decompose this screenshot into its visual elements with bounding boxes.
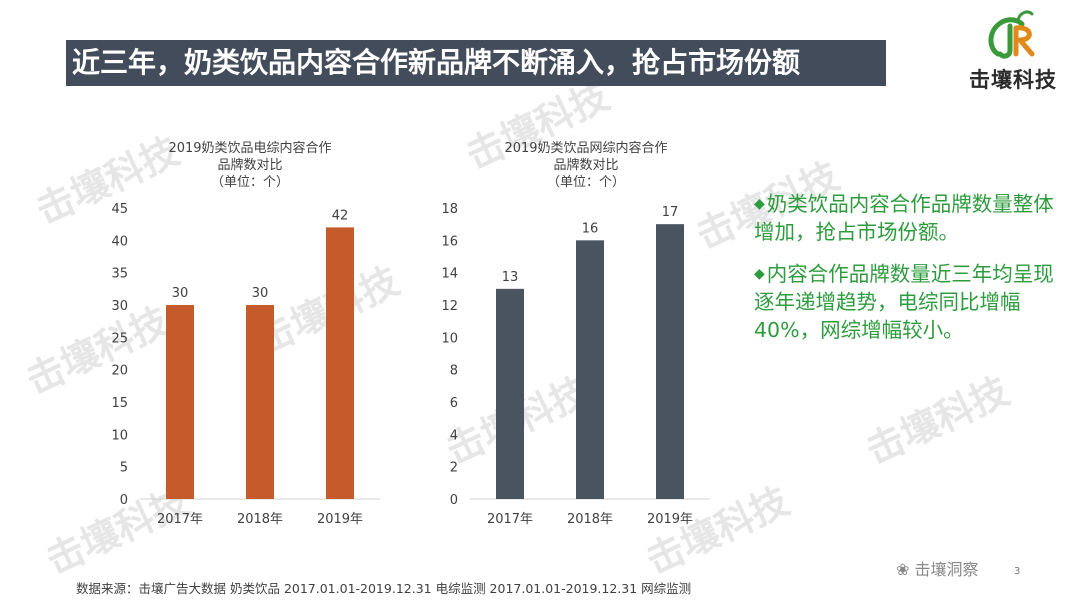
x-tick-label: 2018年	[237, 512, 283, 527]
y-tick-label: 12	[441, 299, 458, 314]
data-label: 17	[662, 205, 679, 220]
page-title: 近三年，奶类饮品内容合作新品牌不断涌入，抢占市场份额	[66, 40, 886, 86]
data-label: 30	[252, 286, 269, 301]
data-label: 42	[332, 208, 349, 223]
y-tick-label: 2	[450, 461, 458, 476]
y-tick-label: 40	[111, 234, 128, 249]
insights-list: ◆奶类饮品内容合作品牌数量整体增加，抢占市场份额。 ◆内容合作品牌数量近三年均呈…	[754, 190, 1054, 358]
bar	[326, 227, 354, 499]
data-label: 30	[172, 286, 189, 301]
company-logo: 击壤科技	[958, 8, 1068, 98]
x-tick-label: 2018年	[567, 512, 613, 527]
x-tick-label: 2019年	[317, 512, 363, 527]
bar	[576, 240, 604, 500]
y-tick-label: 16	[441, 234, 458, 249]
x-tick-label: 2017年	[487, 512, 533, 527]
diamond-icon: ◆	[754, 196, 765, 212]
insight-item: ◆内容合作品牌数量近三年均呈现逐年递增趋势，电综同比增幅40%，网综增幅较小。	[754, 262, 1054, 342]
y-tick-label: 15	[111, 396, 128, 411]
y-tick-label: 30	[111, 299, 128, 314]
logo-text: 击壤科技	[969, 68, 1057, 92]
chart-title: 2019奶类饮品网综内容合作 品牌数对比 （单位：个）	[504, 141, 668, 190]
y-tick-label: 0	[450, 493, 458, 508]
data-source: 数据来源：击壤广告大数据 奶类饮品 2017.01.01-2019.12.31 …	[76, 581, 692, 596]
x-tick-label: 2017年	[157, 512, 203, 527]
page-number: 3	[1014, 566, 1021, 577]
y-tick-label: 8	[450, 364, 458, 379]
y-tick-label: 0	[120, 493, 128, 508]
y-tick-label: 18	[441, 202, 458, 217]
bar	[166, 305, 194, 499]
chart-title: 2019奶类饮品电综内容合作 品牌数对比 （单位：个）	[168, 141, 332, 190]
y-tick-label: 4	[450, 428, 458, 443]
y-tick-label: 45	[111, 202, 128, 217]
bar-chart-web: 0 2 4 6 8 10 12 14 16 18 13 2017年 16 2018年 17 2019年	[441, 202, 710, 527]
y-tick-label: 10	[441, 331, 458, 346]
wechat-icon: ❀	[896, 560, 910, 579]
bar	[496, 288, 524, 499]
watermark: 击壤科技	[859, 368, 1016, 473]
data-label: 16	[582, 221, 599, 236]
bar	[246, 305, 274, 499]
wechat-account: ❀ 击壤洞察	[896, 560, 979, 579]
y-tick-label: 20	[111, 364, 128, 379]
y-tick-label: 14	[441, 267, 458, 282]
x-tick-label: 2019年	[647, 512, 693, 527]
y-tick-label: 35	[111, 267, 128, 282]
data-label: 13	[502, 270, 519, 285]
bar-chart-tv: 0 5 10 15 20 25 30 35 40 45 30 2017年 30 2018年 42 2019年	[111, 202, 380, 527]
insight-item: ◆奶类饮品内容合作品牌数量整体增加，抢占市场份额。	[754, 192, 1054, 244]
diamond-icon: ◆	[754, 266, 765, 282]
y-tick-label: 5	[120, 461, 128, 476]
jr-logo-mark-icon	[988, 10, 1035, 59]
y-tick-label: 6	[450, 396, 458, 411]
y-tick-label: 25	[111, 331, 128, 346]
bar	[656, 224, 684, 499]
y-tick-label: 10	[111, 428, 128, 443]
